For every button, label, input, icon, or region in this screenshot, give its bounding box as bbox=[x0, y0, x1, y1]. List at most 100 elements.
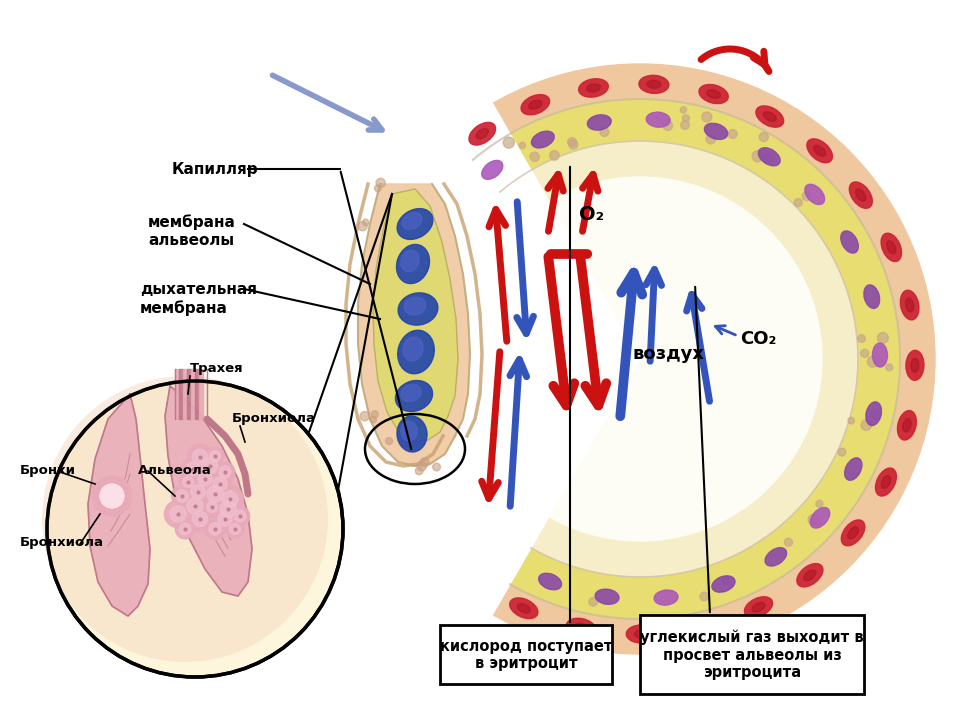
Ellipse shape bbox=[752, 603, 765, 612]
Ellipse shape bbox=[866, 402, 881, 426]
Circle shape bbox=[214, 496, 242, 523]
Ellipse shape bbox=[841, 231, 858, 253]
Circle shape bbox=[568, 140, 578, 149]
Circle shape bbox=[376, 178, 385, 188]
Bar bbox=[191, 369, 195, 419]
Ellipse shape bbox=[873, 343, 887, 367]
Ellipse shape bbox=[402, 213, 421, 229]
Ellipse shape bbox=[400, 384, 421, 401]
Circle shape bbox=[681, 107, 686, 113]
Circle shape bbox=[681, 121, 689, 129]
Ellipse shape bbox=[694, 623, 708, 631]
Ellipse shape bbox=[804, 570, 816, 580]
Circle shape bbox=[519, 142, 525, 149]
Circle shape bbox=[164, 501, 192, 528]
Bar bbox=[179, 369, 182, 419]
Circle shape bbox=[197, 453, 223, 479]
Circle shape bbox=[215, 462, 235, 482]
Circle shape bbox=[372, 411, 378, 418]
Ellipse shape bbox=[806, 139, 832, 163]
Circle shape bbox=[187, 498, 204, 514]
Circle shape bbox=[861, 420, 872, 431]
Ellipse shape bbox=[397, 331, 434, 373]
Circle shape bbox=[588, 598, 597, 606]
Text: дыхательная
мембрана: дыхательная мембрана bbox=[140, 282, 257, 316]
Ellipse shape bbox=[900, 290, 919, 320]
Ellipse shape bbox=[850, 182, 873, 208]
Circle shape bbox=[422, 141, 858, 577]
Circle shape bbox=[420, 458, 429, 467]
Circle shape bbox=[186, 462, 200, 476]
Ellipse shape bbox=[797, 563, 823, 587]
Circle shape bbox=[47, 381, 343, 677]
Circle shape bbox=[191, 485, 205, 499]
Circle shape bbox=[363, 219, 369, 226]
Circle shape bbox=[179, 473, 197, 491]
Circle shape bbox=[187, 506, 213, 532]
Text: Капилляр: Капилляр bbox=[172, 161, 258, 176]
Ellipse shape bbox=[705, 124, 728, 139]
Ellipse shape bbox=[532, 131, 554, 148]
Ellipse shape bbox=[404, 297, 426, 315]
Circle shape bbox=[374, 185, 381, 191]
Wedge shape bbox=[320, 82, 640, 636]
Circle shape bbox=[530, 152, 540, 161]
Circle shape bbox=[218, 512, 232, 526]
Circle shape bbox=[186, 480, 210, 504]
Circle shape bbox=[220, 501, 236, 517]
Ellipse shape bbox=[864, 285, 879, 308]
Circle shape bbox=[206, 501, 218, 513]
Ellipse shape bbox=[804, 184, 825, 204]
Circle shape bbox=[213, 508, 237, 531]
Circle shape bbox=[170, 506, 186, 522]
Text: Бронхиола: Бронхиола bbox=[232, 412, 316, 425]
Circle shape bbox=[187, 444, 213, 470]
Circle shape bbox=[206, 486, 224, 502]
Circle shape bbox=[503, 137, 515, 149]
Circle shape bbox=[722, 576, 730, 584]
Circle shape bbox=[380, 99, 900, 619]
Circle shape bbox=[172, 486, 192, 506]
Text: углекислый газ выходит в
просвет альвеолы из
эритроцита: углекислый газ выходит в просвет альвеол… bbox=[640, 630, 864, 680]
Circle shape bbox=[209, 523, 221, 536]
Ellipse shape bbox=[744, 597, 773, 618]
FancyBboxPatch shape bbox=[640, 615, 864, 694]
Ellipse shape bbox=[707, 90, 720, 99]
Circle shape bbox=[203, 498, 221, 516]
Circle shape bbox=[208, 472, 231, 496]
Circle shape bbox=[838, 448, 846, 456]
Bar bbox=[199, 369, 203, 419]
Circle shape bbox=[416, 467, 423, 475]
Ellipse shape bbox=[510, 598, 538, 618]
Ellipse shape bbox=[848, 527, 858, 539]
Circle shape bbox=[182, 476, 193, 488]
Ellipse shape bbox=[876, 468, 897, 496]
Ellipse shape bbox=[647, 81, 660, 89]
Circle shape bbox=[700, 592, 708, 600]
Bar bbox=[187, 369, 190, 419]
Ellipse shape bbox=[646, 112, 670, 127]
Circle shape bbox=[92, 476, 132, 516]
Circle shape bbox=[433, 463, 441, 471]
Text: кислород поступает
в эритроцит: кислород поступает в эритроцит bbox=[440, 639, 612, 671]
Circle shape bbox=[600, 128, 609, 136]
Ellipse shape bbox=[403, 337, 423, 361]
Circle shape bbox=[816, 501, 823, 507]
Circle shape bbox=[180, 523, 191, 535]
Ellipse shape bbox=[758, 148, 780, 166]
Circle shape bbox=[370, 416, 376, 423]
Ellipse shape bbox=[539, 573, 562, 590]
Ellipse shape bbox=[587, 84, 600, 92]
Circle shape bbox=[213, 477, 228, 491]
Ellipse shape bbox=[855, 189, 866, 201]
Ellipse shape bbox=[626, 625, 657, 643]
Circle shape bbox=[181, 493, 208, 520]
Polygon shape bbox=[88, 394, 150, 616]
Ellipse shape bbox=[476, 129, 489, 139]
Circle shape bbox=[848, 418, 854, 424]
Ellipse shape bbox=[810, 508, 829, 528]
Ellipse shape bbox=[841, 520, 865, 545]
FancyBboxPatch shape bbox=[440, 625, 612, 684]
Text: воздух: воздух bbox=[632, 345, 704, 363]
Text: Бронхи: Бронхи bbox=[20, 464, 76, 477]
